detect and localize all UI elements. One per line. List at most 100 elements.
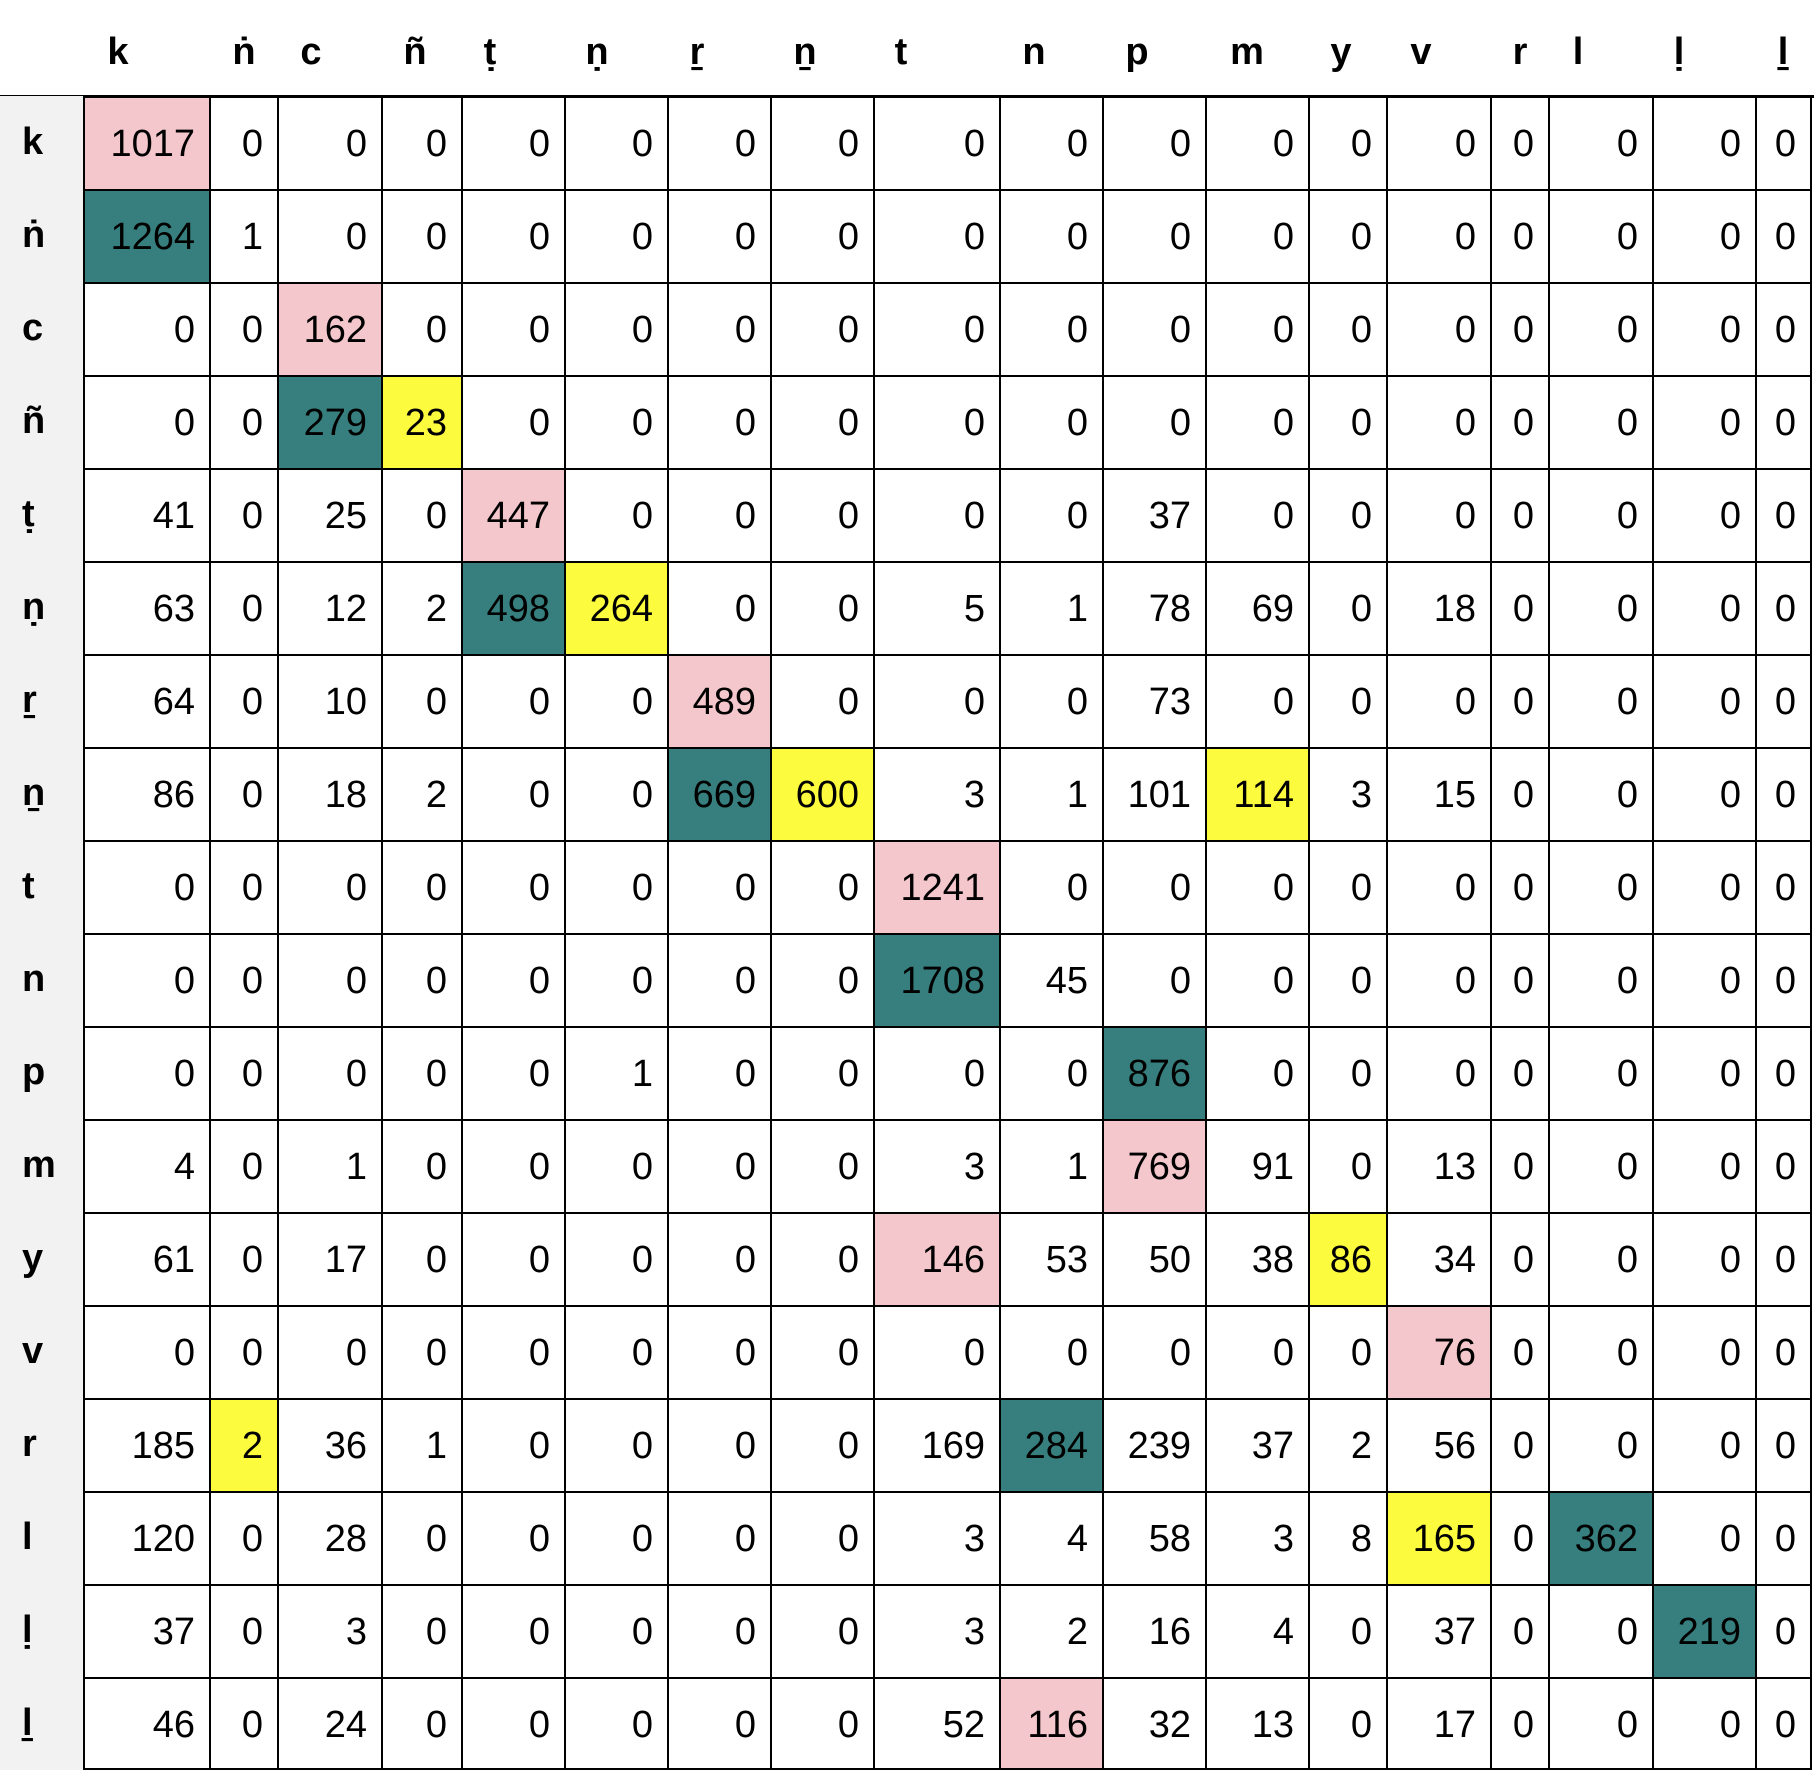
table-cell: 0: [999, 189, 1102, 282]
highlighted-cell-pink: 1241: [873, 840, 999, 933]
table-cell: 0: [667, 1398, 770, 1491]
table-cell: 0: [1386, 1026, 1490, 1119]
table-cell: 0: [381, 282, 461, 375]
column-header: v: [1410, 31, 1432, 73]
table-cell: 0: [770, 1026, 873, 1119]
table-cell: 0: [1548, 654, 1652, 747]
table-cell: 0: [770, 561, 873, 654]
table-cell: 0: [1490, 96, 1548, 189]
table-cell: 0: [1205, 468, 1308, 561]
table-cell: 37: [1102, 468, 1205, 561]
table-cell: 0: [1755, 654, 1812, 747]
table-cell: 0: [1755, 1584, 1812, 1677]
table-cell: 0: [1205, 96, 1308, 189]
row-label: ṭ: [0, 468, 84, 561]
table-cell: 0: [1308, 1026, 1386, 1119]
table-cell: 0: [461, 375, 564, 468]
table-cell: 0: [209, 561, 277, 654]
table-cell: 0: [461, 1305, 564, 1398]
table-cell: 0: [461, 1026, 564, 1119]
table-cell: 0: [564, 1491, 667, 1584]
row-label: l: [0, 1491, 84, 1584]
table-cell: 86: [83, 747, 209, 840]
table-cell: 0: [1205, 1305, 1308, 1398]
table-cell: 0: [1755, 933, 1812, 1026]
table-cell: 185: [83, 1398, 209, 1491]
table-cell: 0: [1548, 747, 1652, 840]
table-cell: 0: [381, 1119, 461, 1212]
table-cell: 34: [1386, 1212, 1490, 1305]
table-cell: 0: [1652, 654, 1755, 747]
table-cell: 10: [277, 654, 381, 747]
table-cell: 24: [277, 1677, 381, 1770]
table-cell: 2: [999, 1584, 1102, 1677]
table-cell: 0: [1548, 1212, 1652, 1305]
table-cell: 12: [277, 561, 381, 654]
row-label: y: [0, 1212, 84, 1305]
table-cell: 0: [461, 1212, 564, 1305]
table-cell: 0: [564, 468, 667, 561]
table-cell: 0: [1652, 189, 1755, 282]
table-cell: 0: [461, 96, 564, 189]
table-cell: 0: [461, 747, 564, 840]
table-cell: 0: [564, 1305, 667, 1398]
highlighted-cell-yellow: 114: [1205, 747, 1308, 840]
table-cell: 0: [1490, 933, 1548, 1026]
table-cell: 16: [1102, 1584, 1205, 1677]
table-cell: 0: [770, 1491, 873, 1584]
table-cell: 0: [209, 933, 277, 1026]
table-cell: 5: [873, 561, 999, 654]
table-cell: 0: [209, 468, 277, 561]
highlighted-cell-teal: 279: [277, 375, 381, 468]
table-cell: 0: [461, 933, 564, 1026]
table-cell: 0: [667, 96, 770, 189]
table-cell: 13: [1205, 1677, 1308, 1770]
table-cell: 0: [461, 189, 564, 282]
highlighted-cell-yellow: 600: [770, 747, 873, 840]
table-cell: 0: [1102, 96, 1205, 189]
table-cell: 0: [1308, 933, 1386, 1026]
table-cell: 0: [1652, 468, 1755, 561]
table-cell: 46: [83, 1677, 209, 1770]
table-cell: 0: [83, 840, 209, 933]
table-cell: 0: [999, 375, 1102, 468]
column-header: l: [1572, 31, 1584, 73]
table-cell: 0: [564, 96, 667, 189]
row-label: k: [0, 96, 84, 189]
table-cell: 41: [83, 468, 209, 561]
highlighted-cell-pink: 146: [873, 1212, 999, 1305]
table-cell: 0: [873, 189, 999, 282]
table-cell: 0: [209, 96, 277, 189]
table-cell: 0: [209, 282, 277, 375]
table-cell: 0: [564, 375, 667, 468]
table-cell: 0: [1386, 96, 1490, 189]
table-cell: 0: [1308, 1119, 1386, 1212]
table-cell: 0: [1308, 654, 1386, 747]
column-header: n: [1022, 31, 1046, 73]
table-cell: 0: [381, 1491, 461, 1584]
table-cell: 0: [1652, 561, 1755, 654]
table-cell: 0: [83, 933, 209, 1026]
row-label: n: [0, 933, 84, 1026]
table-cell: 0: [1548, 1584, 1652, 1677]
table-cell: 0: [1755, 840, 1812, 933]
table-cell: 0: [1490, 654, 1548, 747]
table-cell: 0: [1548, 840, 1652, 933]
table-cell: 0: [999, 282, 1102, 375]
table-cell: 0: [770, 840, 873, 933]
table-cell: 239: [1102, 1398, 1205, 1491]
highlighted-cell-pink: 489: [667, 654, 770, 747]
table-cell: 53: [999, 1212, 1102, 1305]
table-cell: 0: [1490, 561, 1548, 654]
table-cell: 0: [1652, 1491, 1755, 1584]
table-cell: 73: [1102, 654, 1205, 747]
table-cell: 0: [1308, 189, 1386, 282]
table-cell: 0: [1652, 96, 1755, 189]
row-label: ṅ: [0, 189, 84, 282]
table-cell: 0: [461, 654, 564, 747]
table-cell: 0: [1755, 1398, 1812, 1491]
table-cell: 58: [1102, 1491, 1205, 1584]
table-cell: 91: [1205, 1119, 1308, 1212]
table-cell: 3: [873, 1119, 999, 1212]
table-cell: 0: [1308, 1677, 1386, 1770]
